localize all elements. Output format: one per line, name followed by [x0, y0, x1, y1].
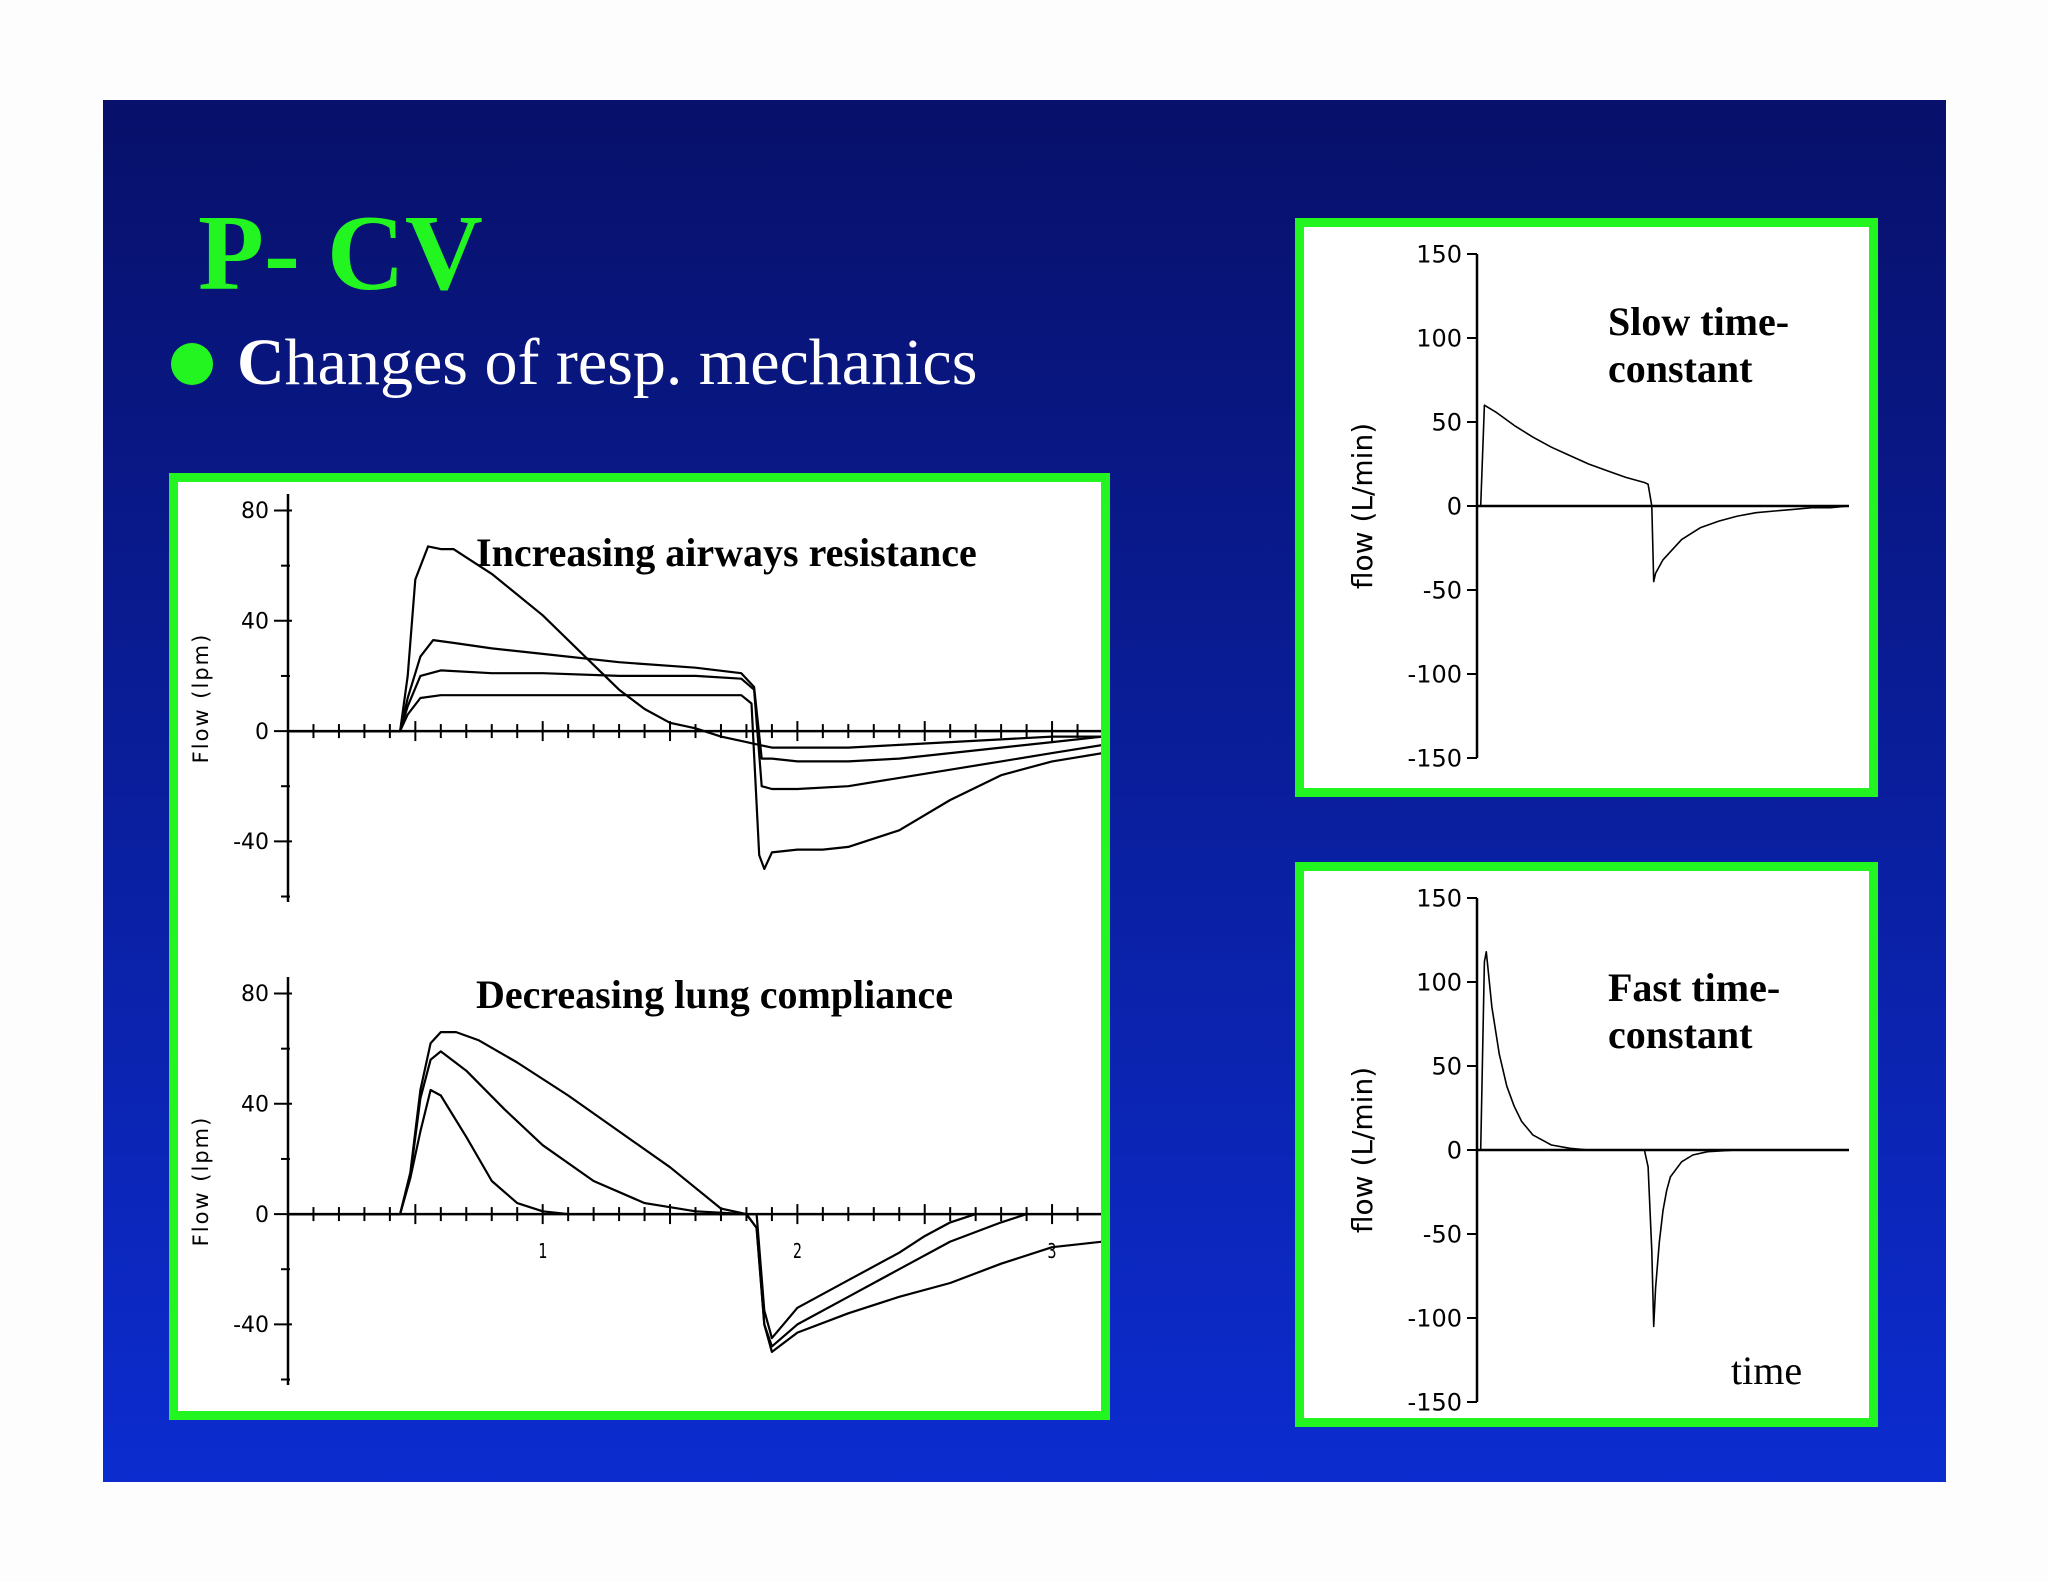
compliance-y-tick-label: 40 — [241, 1093, 269, 1118]
fast-y-tick-label: -100 — [1408, 1304, 1462, 1332]
resistance-series-3-line — [288, 669, 1101, 791]
resistance-series-2-line — [288, 639, 1101, 763]
subtitle-initial: C — [237, 326, 285, 399]
compliance-series-2-line — [288, 1050, 1027, 1348]
slow-title-line-1: Slow time- — [1608, 299, 1789, 344]
resistance-y-tick-label: 0 — [255, 720, 269, 745]
fast-y-tick-label: -50 — [1423, 1220, 1462, 1248]
subtitle-text: hanges of resp. mechanics — [284, 326, 978, 399]
compliance-y-tick-label: -40 — [233, 1313, 269, 1338]
fast-y-tick-label: 100 — [1416, 968, 1462, 996]
slow-y-axis-label: flow (L/min) — [1346, 423, 1379, 589]
compliance-title: Decreasing lung compliance — [476, 972, 953, 1017]
fast-y-tick-label: 0 — [1447, 1136, 1462, 1164]
fast-title-line-2: constant — [1608, 1012, 1753, 1057]
subtitle: Changes of resp. mechanics — [237, 325, 977, 401]
compliance-x-tick-label: 3 — [1048, 1241, 1057, 1264]
slow-y-tick-label: 50 — [1431, 408, 1462, 436]
fast-x-axis-label: time — [1731, 1348, 1802, 1393]
fast-y-tick-label: -150 — [1408, 1388, 1462, 1416]
compliance-y-tick-label: 0 — [255, 1203, 269, 1228]
fast-series-1-line — [1477, 951, 1849, 1328]
compliance-y-axis-label: Flow (lpm) — [189, 1116, 213, 1247]
fast-y-tick-label: 150 — [1416, 884, 1462, 912]
slow-series-1-line — [1477, 404, 1850, 583]
compliance-x-tick-label: 2 — [793, 1241, 802, 1264]
compliance-y-tick-label: 80 — [241, 982, 269, 1007]
compliance-series-3-line — [288, 1088, 977, 1340]
resistance-y-tick-label: 40 — [241, 610, 269, 635]
resistance-y-tick-label: 80 — [241, 499, 269, 524]
resistance-series-4-line — [288, 694, 1101, 870]
resistance-series-1-line — [288, 545, 1101, 749]
compliance-series-1-line — [288, 1030, 1101, 1354]
compliance-x-tick-label: 1 — [538, 1241, 547, 1264]
slow-chart: 150 100 50 0 -50 -100 -150 flow (L/min) Slow tim… — [1346, 240, 1850, 772]
slow-y-tick-label: -50 — [1423, 576, 1462, 604]
slow-y-tick-label: 0 — [1447, 492, 1462, 520]
slow-y-tick-label: -100 — [1408, 660, 1462, 688]
resistance-y-axis-label: Flow (lpm) — [189, 633, 213, 764]
fast-y-axis-label: flow (L/min) — [1346, 1067, 1379, 1233]
slide-title: P- CV — [198, 194, 483, 313]
mechanics-panel: 80 40 0 -40 Flow (lpm) Increasing airways res… — [169, 473, 1110, 1420]
fast-y-tick-label: 50 — [1431, 1052, 1462, 1080]
slow-y-tick-label: 150 — [1416, 240, 1462, 268]
resistance-title: Increasing airways resistance — [476, 530, 977, 575]
fast-title-line-1: Fast time- — [1608, 965, 1780, 1010]
mechanics-charts: 80 40 0 -40 Flow (lpm) Increasing airways res… — [189, 494, 1101, 1385]
fast-chart: 150 100 50 0 -50 -100 -150 flow (L/min) Fast tim… — [1346, 884, 1849, 1416]
resistance-y-tick-label: -40 — [233, 830, 269, 855]
slide: P- CV Changes of resp. mechanics 80 40 0 -4… — [103, 100, 1946, 1482]
bullet-icon — [171, 343, 213, 385]
slow-y-tick-label: -150 — [1408, 744, 1462, 772]
slow-y-tick-label: 100 — [1416, 324, 1462, 352]
fast-panel: 150 100 50 0 -50 -100 -150 flow (L/min) Fast tim… — [1295, 862, 1878, 1427]
slow-panel: 150 100 50 0 -50 -100 -150 flow (L/min) Slow tim… — [1295, 218, 1878, 797]
slow-title-line-2: constant — [1608, 346, 1753, 391]
